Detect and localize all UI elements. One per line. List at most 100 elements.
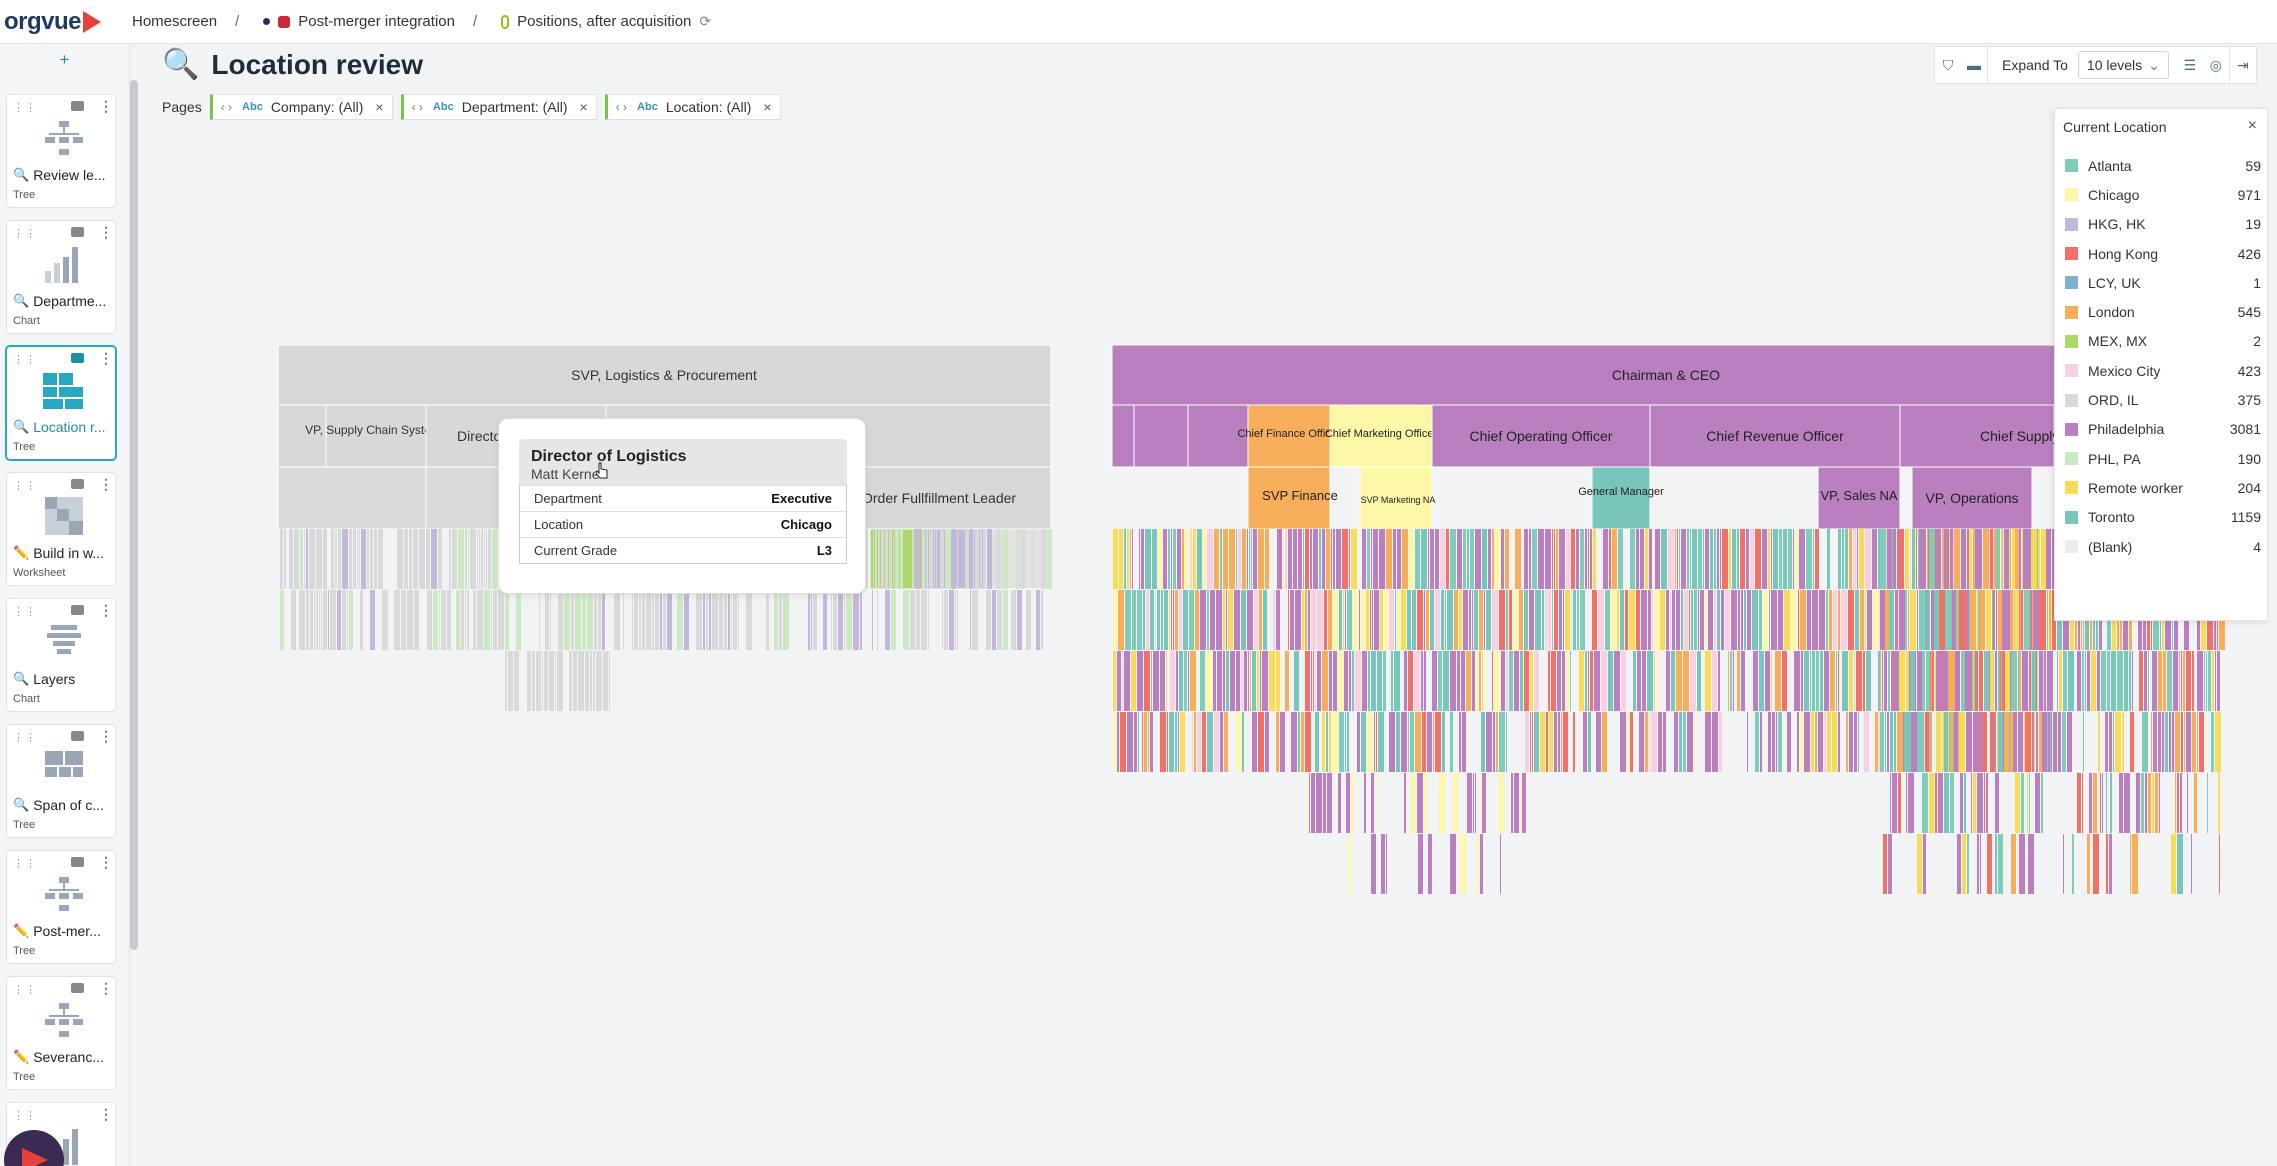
- leaf-bar[interactable]: [1492, 651, 1493, 711]
- leaf-bar[interactable]: [1499, 773, 1504, 833]
- leaf-bar[interactable]: [1718, 651, 1720, 711]
- leaf-bar[interactable]: [1362, 651, 1367, 711]
- leaf-bar[interactable]: [2153, 712, 2157, 772]
- leaf-bar[interactable]: [1994, 529, 1996, 589]
- leaf-bar[interactable]: [1495, 529, 1500, 589]
- leaf-bar[interactable]: [1524, 651, 1529, 711]
- leaf-bar[interactable]: [1151, 651, 1152, 711]
- leaf-bar[interactable]: [1645, 529, 1648, 589]
- leaf-bar[interactable]: [431, 529, 437, 589]
- leaf-bar[interactable]: [1395, 590, 1396, 650]
- leaf-bar[interactable]: [1257, 651, 1259, 711]
- leaf-bar[interactable]: [1895, 590, 1898, 650]
- leaf-bar[interactable]: [1214, 529, 1219, 589]
- leaf-bar[interactable]: [987, 529, 992, 589]
- leaf-bar[interactable]: [1223, 651, 1225, 711]
- comment-icon[interactable]: [71, 983, 84, 993]
- leaf-bar[interactable]: [1352, 651, 1354, 711]
- comment-icon[interactable]: [71, 605, 84, 615]
- leaf-bar[interactable]: [1344, 651, 1348, 711]
- leaf-bar[interactable]: [1966, 590, 1969, 650]
- leaf-bar[interactable]: [2047, 651, 2050, 711]
- leaf-bar[interactable]: [900, 529, 903, 589]
- leaf-bar[interactable]: [944, 590, 948, 650]
- leaf-bar[interactable]: [1846, 712, 1848, 772]
- leaf-bar[interactable]: [975, 529, 979, 589]
- leaf-bar[interactable]: [2047, 712, 2052, 772]
- leaf-bar[interactable]: [1930, 712, 1932, 772]
- leaf-bar[interactable]: [1265, 529, 1269, 589]
- leaf-bar[interactable]: [1838, 651, 1839, 711]
- leaf-bar[interactable]: [1925, 529, 1926, 589]
- leaf-bar[interactable]: [1729, 529, 1731, 589]
- leaf-bar[interactable]: [1945, 529, 1949, 589]
- leaf-bar[interactable]: [942, 590, 943, 650]
- leaf-bar[interactable]: [2184, 712, 2185, 772]
- leaf-bar[interactable]: [1956, 651, 1960, 711]
- tree-node[interactable]: [1111, 344, 2113, 406]
- leaf-bar[interactable]: [413, 529, 418, 589]
- leaf-bar[interactable]: [1845, 529, 1848, 589]
- comment-icon[interactable]: [71, 101, 84, 111]
- leaf-bar[interactable]: [1588, 712, 1591, 772]
- leaf-bar[interactable]: [1947, 651, 1953, 711]
- leaf-bar[interactable]: [1759, 651, 1764, 711]
- leaf-bar[interactable]: [1117, 712, 1119, 772]
- leaf-bar[interactable]: [1596, 712, 1601, 772]
- leaf-bar[interactable]: [1980, 712, 1983, 772]
- leaf-bar[interactable]: [2098, 712, 2100, 772]
- leaf-bar[interactable]: [1841, 590, 1847, 650]
- leaf-bar[interactable]: [2183, 651, 2185, 711]
- leaf-bar[interactable]: [2106, 773, 2107, 833]
- leaf-bar[interactable]: [1960, 773, 1963, 833]
- leaf-bar[interactable]: [1421, 529, 1427, 589]
- leaf-bar[interactable]: [724, 590, 727, 650]
- leaf-bar[interactable]: [912, 529, 914, 589]
- leaf-bar[interactable]: [590, 651, 592, 711]
- close-icon[interactable]: ×: [2247, 117, 2257, 134]
- leaf-bar[interactable]: [2002, 590, 2008, 650]
- leaf-bar[interactable]: [1558, 712, 1560, 772]
- leaf-bar[interactable]: [294, 529, 299, 589]
- leaf-bar[interactable]: [1630, 529, 1635, 589]
- leaf-bar[interactable]: [1681, 529, 1686, 589]
- leaf-bar[interactable]: [419, 529, 425, 589]
- leaf-bar[interactable]: [2173, 651, 2178, 711]
- leaf-bar[interactable]: [2027, 590, 2031, 650]
- leaf-bar[interactable]: [370, 590, 375, 650]
- leaf-bar[interactable]: [1700, 590, 1704, 650]
- leaf-bar[interactable]: [1506, 651, 1508, 711]
- leaf-bar[interactable]: [1176, 651, 1178, 711]
- leaf-bar[interactable]: [323, 529, 327, 589]
- leaf-bar[interactable]: [1938, 773, 1943, 833]
- leaf-bar[interactable]: [1944, 773, 1949, 833]
- leaf-bar[interactable]: [1290, 590, 1294, 650]
- leaf-bar[interactable]: [1977, 712, 1978, 772]
- leaf-bar[interactable]: [1942, 529, 1944, 589]
- leaf-bar[interactable]: [1206, 651, 1212, 711]
- leaf-bar[interactable]: [1854, 651, 1855, 711]
- leaf-bar[interactable]: [2148, 651, 2149, 711]
- leaf-bar[interactable]: [2152, 651, 2157, 711]
- tree-node[interactable]: [277, 466, 427, 530]
- leaf-bar[interactable]: [972, 590, 978, 650]
- leaf-bar[interactable]: [2034, 590, 2040, 650]
- leaf-bar[interactable]: [2038, 529, 2040, 589]
- leaf-bar[interactable]: [1906, 712, 1908, 772]
- leaf-bar[interactable]: [2018, 651, 2019, 711]
- leaf-bar[interactable]: [1269, 651, 1275, 711]
- leaf-bar[interactable]: [2197, 651, 2203, 711]
- leaf-bar[interactable]: [1263, 590, 1267, 650]
- leaf-bar[interactable]: [2015, 773, 2020, 833]
- leaf-bar[interactable]: [1969, 529, 1972, 589]
- leaf-bar[interactable]: [696, 590, 702, 650]
- leaf-bar[interactable]: [1532, 712, 1533, 772]
- leaf-bar[interactable]: [331, 529, 334, 589]
- leaf-bar[interactable]: [1389, 712, 1395, 772]
- leaf-bar[interactable]: [1540, 712, 1545, 772]
- leaf-bar[interactable]: [1433, 712, 1434, 772]
- leaf-bar[interactable]: [1647, 651, 1653, 711]
- leaf-bar[interactable]: [1351, 529, 1357, 589]
- leaf-bar[interactable]: [1882, 651, 1883, 711]
- leaf-bar[interactable]: [738, 590, 739, 650]
